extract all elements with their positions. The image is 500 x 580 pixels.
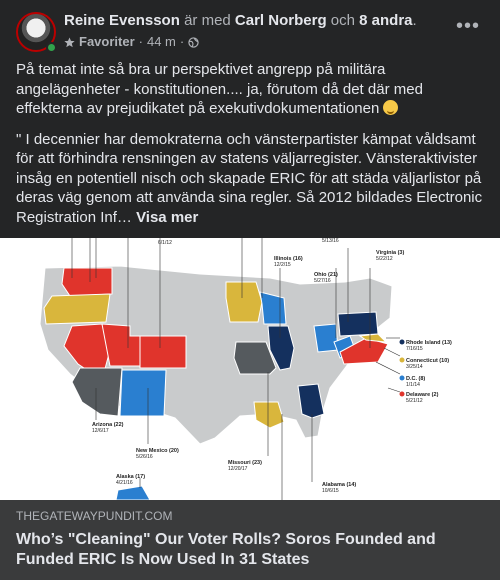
link-title[interactable]: Who’s "Cleaning" Our Voter Rolls? Soros … xyxy=(16,531,436,568)
author-line: Reine Evensson är med Carl Norberg och 8… xyxy=(64,12,417,30)
label-illinois-date: 12/2/15 xyxy=(274,262,291,268)
favorites-label: Favoriter xyxy=(79,34,135,49)
state-missouri xyxy=(233,341,277,375)
label-connecticut: Connecticut (10) xyxy=(406,358,449,364)
state-washington xyxy=(61,267,113,297)
period: . xyxy=(412,12,417,29)
label-rhode-island-date: 7/16/15 xyxy=(406,346,423,352)
post-text: På temat inte så bra ur perspektivet ang… xyxy=(16,60,486,238)
label-top-left-date: 6/1/12 xyxy=(158,240,172,246)
state-arizona xyxy=(71,367,123,417)
label-arizona-date: 12/6/17 xyxy=(92,428,109,434)
label-alabama-date: 10/6/15 xyxy=(322,488,339,494)
label-illinois: Illinois (16) xyxy=(274,256,303,262)
legend-dot-dc xyxy=(399,375,405,381)
state-illinois xyxy=(267,325,295,371)
state-pennsylvania xyxy=(337,311,379,337)
link-preview-image[interactable]: 6/1/12 5/13/16 Illinois (16) 12/2/15 Ohi… xyxy=(0,238,500,500)
globe-icon xyxy=(188,36,199,48)
star-icon xyxy=(64,36,75,47)
state-alabama xyxy=(297,383,325,419)
label-delaware-date: 5/21/12 xyxy=(406,398,423,404)
state-louisiana xyxy=(253,401,285,429)
label-alaska: Alaska (17) xyxy=(116,474,145,480)
label-ohio: Ohio (21) xyxy=(314,272,338,278)
paragraph-2-text: " I decennier har demokraterna och vänst… xyxy=(16,130,483,226)
meta-separator-2: · xyxy=(179,34,185,49)
leader-lines xyxy=(71,238,401,500)
state-minnesota xyxy=(225,281,263,323)
legend-dot-rhode-island xyxy=(399,339,405,345)
state-maryland xyxy=(358,333,388,343)
legend-dot-connecticut xyxy=(399,357,405,363)
post-meta: Favoriter · 44 m · xyxy=(64,34,199,50)
winking-face-emoji xyxy=(383,100,399,115)
label-alaska-date: 4/21/16 xyxy=(116,480,133,486)
label-dc: D.C. (8) xyxy=(406,376,425,382)
post-paragraph-2: " I decennier har demokraterna och vänst… xyxy=(16,130,486,228)
state-colorado xyxy=(139,335,187,369)
others-link[interactable]: 8 andra xyxy=(359,12,413,29)
state-alaska xyxy=(115,485,151,500)
label-connecticut-date: 3/25/14 xyxy=(406,364,423,370)
label-alabama: Alabama (14) xyxy=(322,482,356,488)
tagged-person[interactable]: Carl Norberg xyxy=(234,12,327,29)
label-new-mexico-date: 5/26/16 xyxy=(136,454,153,460)
label-delaware: Delaware (2) xyxy=(406,392,439,398)
online-status-dot xyxy=(46,42,57,53)
paragraph-1-text: På temat inte så bra ur perspektivet ang… xyxy=(16,61,423,117)
post-header: Reine Evensson är med Carl Norberg och 8… xyxy=(16,12,486,53)
link-domain: THEGATEWAYPUNDIT.COM xyxy=(16,509,173,523)
label-new-mexico: New Mexico (20) xyxy=(136,448,179,454)
state-virginia xyxy=(339,337,389,365)
label-ohio-date: 5/27/16 xyxy=(314,278,331,284)
label-dc-date: 1/1/14 xyxy=(406,382,420,388)
link-preview-footer[interactable]: THEGATEWAYPUNDIT.COM Who’s "Cleaning" Ou… xyxy=(0,500,500,580)
author-name[interactable]: Reine Evensson xyxy=(64,12,180,29)
label-virginia-date: 5/22/12 xyxy=(376,256,393,262)
post-time[interactable]: 44 m xyxy=(146,34,176,49)
state-oregon xyxy=(43,293,111,325)
label-missouri-date: 12/20/17 xyxy=(228,466,248,472)
label-missouri: Missouri (23) xyxy=(228,460,262,466)
us-map-graphic: 6/1/12 5/13/16 Illinois (16) 12/2/15 Ohi… xyxy=(39,238,452,500)
legend-dot-delaware xyxy=(399,391,405,397)
state-new-mexico xyxy=(119,369,167,417)
meta-separator: · xyxy=(138,34,143,49)
label-top-date: 5/13/16 xyxy=(322,238,339,244)
label-virginia: Virginia (3) xyxy=(376,250,404,256)
avatar-story-ring xyxy=(16,12,56,52)
label-rhode-island: Rhode Island (13) xyxy=(406,340,452,346)
post-paragraph-1: På temat inte så bra ur perspektivet ang… xyxy=(16,60,486,119)
and-text: och xyxy=(330,12,355,29)
with-text: är med xyxy=(184,12,231,29)
label-arizona: Arizona (22) xyxy=(92,422,124,428)
see-more-link[interactable]: Visa mer xyxy=(136,208,199,226)
state-ohio xyxy=(313,323,339,353)
more-options-button[interactable]: ••• xyxy=(455,15,480,37)
